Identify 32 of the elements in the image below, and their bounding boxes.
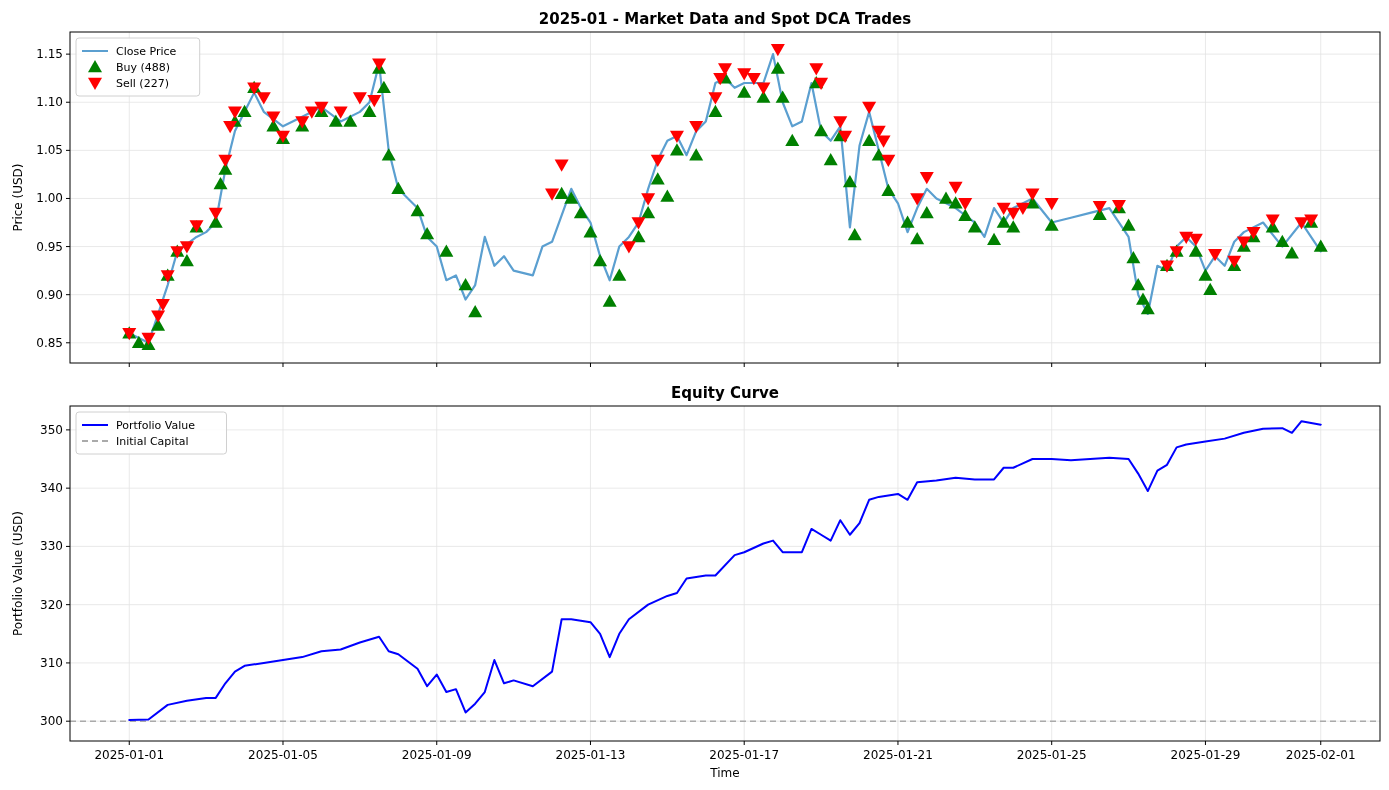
y-tick-label: 350	[40, 422, 63, 437]
y-tick-label: 1.05	[36, 143, 63, 158]
legend-label: Close Price	[116, 45, 177, 58]
x-tick-label: 2025-01-13	[555, 748, 626, 762]
x-axis-title: Time	[709, 766, 740, 780]
x-tick-label: 2025-01-21	[863, 748, 933, 762]
y-tick-label: 1.15	[36, 47, 63, 62]
x-tick-label: 2025-01-29	[1170, 748, 1241, 762]
y-axis-title: Price (USD)	[11, 163, 25, 232]
legend-label: Sell (227)	[116, 77, 169, 90]
y-tick-label: 300	[40, 714, 63, 729]
y-tick-label: 0.85	[36, 335, 63, 350]
chart-title: Equity Curve	[670, 384, 780, 402]
y-axis-title: Portfolio Value (USD)	[11, 511, 25, 636]
x-tick-label: 2025-01-05	[248, 748, 318, 762]
x-tick-label: 2025-01-01	[94, 748, 165, 762]
x-tick-label: 2025-02-01	[1285, 748, 1356, 762]
y-tick-label: 1.10	[36, 95, 63, 110]
y-tick-label: 330	[40, 539, 63, 554]
y-tick-label: 310	[40, 655, 63, 670]
y-tick-label: 0.95	[36, 239, 63, 254]
chart-title: 2025-01 - Market Data and Spot DCA Trades	[538, 10, 912, 28]
x-tick-label: 2025-01-25	[1016, 748, 1087, 762]
y-tick-label: 0.90	[36, 287, 63, 302]
x-tick-label: 2025-01-17	[709, 748, 780, 762]
y-tick-label: 320	[40, 597, 63, 612]
y-tick-label: 340	[40, 481, 63, 496]
x-tick-label: 2025-01-09	[401, 748, 472, 762]
legend-label: Initial Capital	[116, 435, 189, 448]
y-tick-label: 1.00	[36, 191, 63, 206]
legend-label: Buy (488)	[116, 61, 171, 74]
legend-label: Portfolio Value	[116, 419, 196, 432]
